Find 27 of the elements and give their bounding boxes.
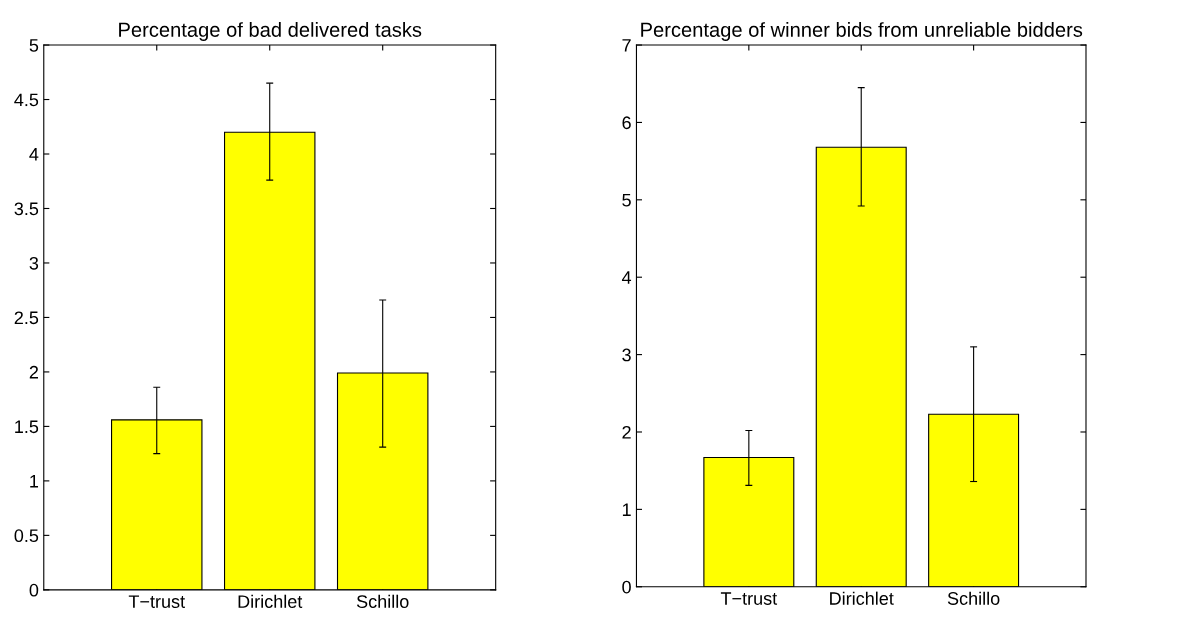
y-tick-label: 3	[29, 256, 39, 270]
chart-title: Percentage of winner bids from unreliable bidders	[641, 22, 1083, 41]
y-tick-label: 2	[29, 365, 38, 379]
y-tick-label: 1.5	[15, 420, 39, 434]
y-tick-label: 0.5	[14, 529, 39, 543]
y-tick-label: 2	[622, 425, 631, 439]
y-tick-label: 6	[622, 116, 631, 130]
y-tick-label: 1	[30, 475, 39, 488]
x-tick-label: T−trust	[720, 592, 778, 605]
x-tick-label: Schillo	[356, 594, 409, 608]
y-tick-label: 4	[29, 148, 39, 161]
y-tick-label: 5	[29, 39, 39, 52]
y-tick-label: 7	[622, 39, 631, 52]
y-tick-label: 3	[622, 348, 631, 362]
y-tick-label: 4	[621, 271, 632, 284]
chart-title: Percentage of bad delivered tasks	[119, 22, 422, 41]
x-tick-label: Dirichlet	[238, 594, 303, 608]
y-tick-label: 4.5	[14, 93, 39, 107]
y-tick-label: 2.5	[14, 311, 39, 325]
x-tick-label: Schillo	[947, 591, 1000, 605]
y-tick-label: 0	[622, 580, 631, 594]
x-tick-label: T−trust	[128, 595, 185, 608]
x-tick-label: Dirichlet	[830, 591, 894, 605]
y-tick-label: 0	[29, 583, 39, 597]
y-tick-label: 5	[622, 193, 631, 207]
y-tick-label: 1	[622, 503, 631, 516]
y-tick-label: 3.5	[14, 202, 39, 216]
